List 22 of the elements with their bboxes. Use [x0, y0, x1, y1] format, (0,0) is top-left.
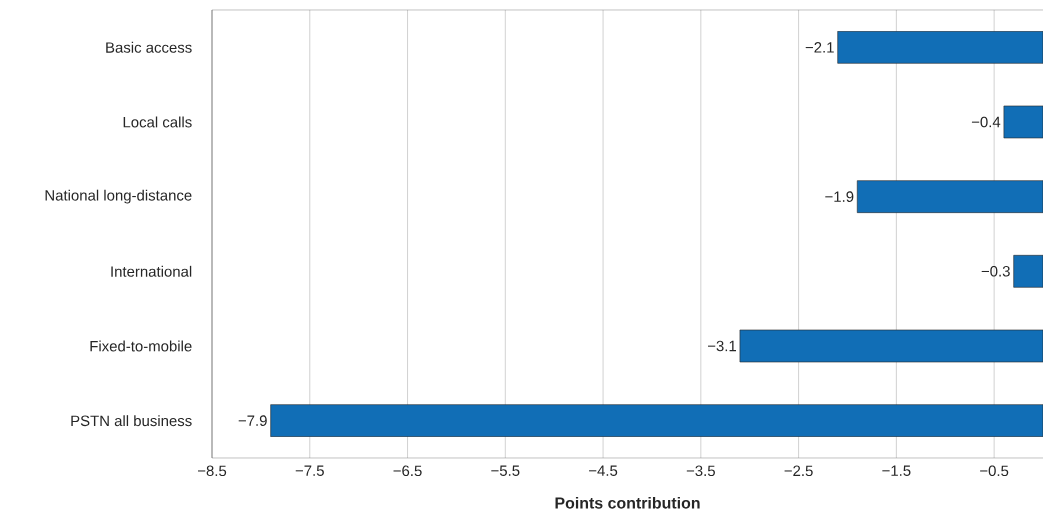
y-tick-label: PSTN all business — [71, 415, 192, 427]
data-label: −2.1 — [805, 42, 834, 53]
data-label: −0.3 — [981, 266, 1010, 277]
data-label: −3.1 — [707, 340, 737, 352]
x-tick-label: −6.5 — [393, 465, 422, 477]
x-tick-label: −4.5 — [589, 465, 618, 476]
y-tick-label: Basic access — [106, 41, 192, 53]
x-tick-label: −3.5 — [686, 465, 715, 477]
x-tick-label: −1.5 — [882, 465, 911, 476]
x-axis-title: Points contribution — [555, 496, 700, 509]
y-tick-label: Local calls — [123, 116, 192, 128]
data-label: −1.9 — [825, 191, 854, 202]
x-tick-label: −2.5 — [784, 465, 813, 477]
x-tick-label: −8.5 — [197, 465, 227, 477]
x-tick-label: −5.5 — [491, 465, 520, 476]
y-tick-label: International — [111, 265, 192, 277]
y-tick-label: Fixed-to-mobile — [90, 340, 192, 352]
x-tick-label: −0.5 — [980, 465, 1009, 477]
data-label: −7.9 — [238, 415, 267, 426]
data-label: −0.4 — [971, 116, 1001, 128]
x-tick-label: −7.5 — [295, 465, 324, 476]
y-tick-label: National long-distance — [45, 189, 192, 204]
